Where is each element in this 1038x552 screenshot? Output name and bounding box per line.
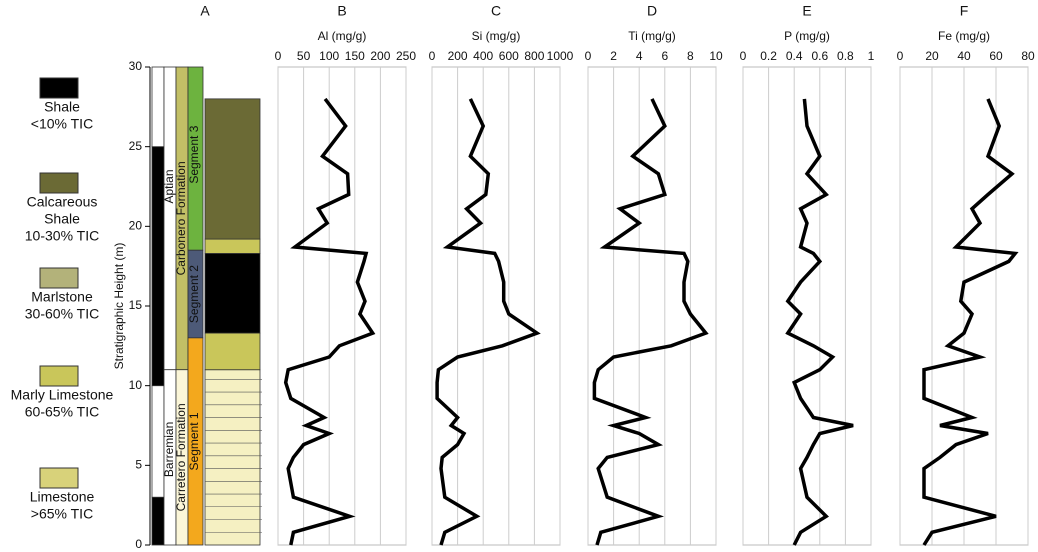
column-label: Segment 2	[187, 265, 201, 323]
legend-label: 30-60% TIC	[25, 306, 99, 322]
x-tick-label: 0.4	[786, 49, 803, 63]
plot-frame	[277, 66, 407, 546]
profile-line	[785, 98, 854, 546]
legend-swatch	[39, 467, 79, 489]
y-tick-label: 25	[129, 139, 143, 153]
legend-swatch	[39, 365, 79, 387]
x-tick-label: 60	[989, 49, 1003, 63]
x-tick-label: 800	[524, 49, 544, 63]
panel-letter: B	[337, 3, 346, 19]
lithology-bed	[204, 369, 261, 546]
y-axis-label: Stratigraphic Height (m)	[112, 243, 126, 370]
y-tick-label: 0	[135, 537, 142, 551]
x-tick-label: 150	[345, 49, 365, 63]
column-label: Aptian	[162, 169, 176, 203]
x-tick-label: 0.6	[811, 49, 828, 63]
profile-line	[922, 98, 1019, 546]
x-tick-label: 200	[448, 49, 468, 63]
column-label: Carretero Formation	[174, 403, 188, 511]
x-axis-label: P (mg/g)	[784, 29, 830, 43]
x-tick-label: 1000	[547, 49, 574, 63]
legend-label: 60-65% TIC	[25, 404, 99, 420]
column-label: Segment 3	[187, 125, 201, 183]
legend-label: Marly Limestone	[11, 387, 114, 403]
legend-label: Shale	[44, 211, 80, 227]
legend-swatch	[39, 267, 79, 289]
x-tick-label: 20	[925, 49, 939, 63]
panel-letter: E	[802, 3, 811, 19]
x-tick-label: 0	[585, 49, 592, 63]
x-tick-label: 1	[868, 49, 875, 63]
plot-frame	[742, 66, 872, 546]
panel-letter: C	[491, 3, 501, 19]
lithology-bed	[204, 238, 261, 254]
column-label: Barremian	[162, 422, 176, 477]
lithology-bed	[204, 253, 261, 334]
lithology-bed	[204, 332, 261, 371]
y-tick-label: 5	[135, 458, 142, 472]
x-tick-label: 250	[396, 49, 416, 63]
legend-label: Shale	[44, 99, 80, 115]
y-tick-label: 20	[129, 219, 143, 233]
legend-label: Marlstone	[31, 289, 93, 305]
y-tick-label: 10	[129, 378, 143, 392]
y-tick-label: 15	[129, 298, 143, 312]
legend-swatch	[39, 77, 79, 99]
x-tick-label: 400	[473, 49, 493, 63]
x-tick-label: 40	[957, 49, 971, 63]
x-axis-label: Al (mg/g)	[318, 29, 367, 43]
column-label: Segment 1	[187, 412, 201, 470]
x-tick-label: 0	[740, 49, 747, 63]
legend-label: Limestone	[30, 489, 95, 505]
x-axis-label: Ti (mg/g)	[628, 29, 676, 43]
x-axis-label: Fe (mg/g)	[938, 29, 990, 43]
x-tick-label: 0	[275, 49, 282, 63]
x-tick-label: 10	[709, 49, 723, 63]
x-axis-label: Si (mg/g)	[472, 29, 521, 43]
x-tick-label: 4	[636, 49, 643, 63]
plot-frame	[431, 66, 561, 546]
x-tick-label: 0.2	[760, 49, 777, 63]
x-tick-label: 2	[610, 49, 617, 63]
legend-swatch	[39, 172, 79, 194]
legend-label: <10% TIC	[31, 116, 93, 132]
scale-bar	[151, 66, 165, 148]
x-tick-label: 8	[687, 49, 694, 63]
x-tick-label: 200	[370, 49, 390, 63]
x-tick-label: 0	[897, 49, 904, 63]
legend-label: Calcareous	[27, 194, 98, 210]
profile-line	[283, 97, 376, 546]
panel-letter: F	[960, 3, 969, 19]
panel-letter: A	[200, 3, 210, 19]
x-tick-label: 600	[499, 49, 519, 63]
x-tick-label: 80	[1021, 49, 1035, 63]
profile-line	[592, 98, 709, 546]
x-tick-label: 6	[661, 49, 668, 63]
legend-label: 10-30% TIC	[25, 228, 99, 244]
column-label: Carbonero Formation	[174, 161, 188, 275]
segment-box	[187, 337, 204, 546]
profile-line	[435, 98, 541, 546]
x-tick-label: 0	[429, 49, 436, 63]
lithology-bed	[204, 98, 261, 240]
panel-letter: D	[647, 3, 657, 19]
scale-bar	[151, 496, 165, 546]
y-tick-label: 30	[129, 59, 143, 73]
x-tick-label: 100	[319, 49, 339, 63]
x-tick-label: 0.8	[837, 49, 854, 63]
x-tick-label: 50	[297, 49, 311, 63]
legend-label: >65% TIC	[31, 506, 93, 522]
